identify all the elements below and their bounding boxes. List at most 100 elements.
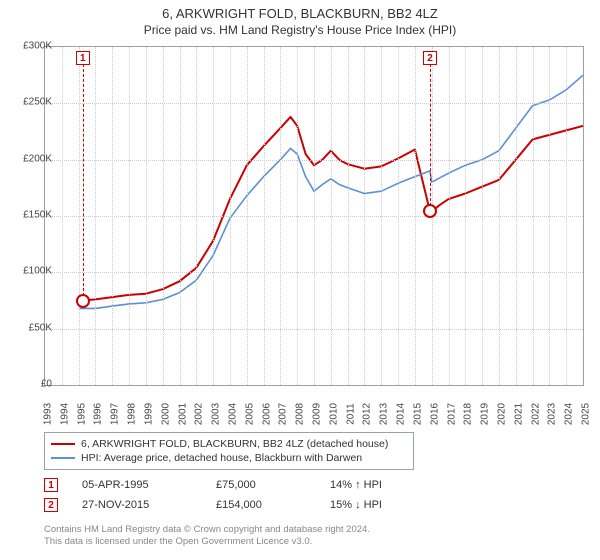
x-axis-label: 2016 [429, 403, 440, 425]
chart-container: 6, ARKWRIGHT FOLD, BLACKBURN, BB2 4LZ Pr… [0, 0, 600, 560]
x-axis-label: 2015 [412, 403, 423, 425]
x-axis-label: 2001 [177, 403, 188, 425]
gridline-v [247, 47, 248, 385]
gridline-v [482, 47, 483, 385]
legend-label: 6, ARKWRIGHT FOLD, BLACKBURN, BB2 4LZ (d… [81, 438, 388, 450]
footer-attribution: Contains HM Land Registry data © Crown c… [44, 524, 370, 549]
gridline-v [331, 47, 332, 385]
gridline-v [79, 47, 80, 385]
gridline-v [146, 47, 147, 385]
gridline-v [364, 47, 365, 385]
x-axis-label: 1993 [43, 403, 54, 425]
x-axis-label: 2013 [379, 403, 390, 425]
txn-marker: 2 [44, 498, 58, 512]
transaction-row: 1 05-APR-1995 £75,000 14% ↑ HPI [44, 478, 382, 492]
x-axis-label: 2011 [345, 403, 356, 425]
x-axis-label: 2022 [530, 403, 541, 425]
chart-plot-area: 12 [44, 46, 584, 386]
x-axis-label: 2008 [295, 403, 306, 425]
marker-dot [423, 204, 437, 218]
txn-date: 05-APR-1995 [82, 479, 192, 491]
footer-line2: This data is licensed under the Open Gov… [44, 536, 370, 548]
gridline-v [516, 47, 517, 385]
gridline-v [95, 47, 96, 385]
gridline-v [348, 47, 349, 385]
y-axis-label: £150K [12, 210, 52, 221]
gridline-v [449, 47, 450, 385]
x-axis-label: 2002 [194, 403, 205, 425]
gridline-v [381, 47, 382, 385]
x-axis-label: 2017 [446, 403, 457, 425]
gridline-v [62, 47, 63, 385]
gridline-v [297, 47, 298, 385]
x-axis-label: 2007 [278, 403, 289, 425]
gridline-v [264, 47, 265, 385]
chart-title: 6, ARKWRIGHT FOLD, BLACKBURN, BB2 4LZ [0, 6, 600, 21]
x-axis-label: 2012 [362, 403, 373, 425]
legend-box: 6, ARKWRIGHT FOLD, BLACKBURN, BB2 4LZ (d… [44, 432, 414, 470]
y-axis-label: £100K [12, 266, 52, 277]
txn-price: £75,000 [216, 479, 306, 491]
x-axis-label: 2024 [564, 403, 575, 425]
legend-swatch [51, 457, 75, 459]
transaction-row: 2 27-NOV-2015 £154,000 15% ↓ HPI [44, 498, 382, 512]
x-axis-label: 1999 [143, 403, 154, 425]
footer-line1: Contains HM Land Registry data © Crown c… [44, 524, 370, 536]
x-axis-label: 2000 [160, 403, 171, 425]
y-axis-label: £0 [12, 379, 52, 390]
txn-delta: 14% ↑ HPI [330, 479, 382, 491]
gridline-v [129, 47, 130, 385]
gridline-v [196, 47, 197, 385]
x-axis-label: 1998 [127, 403, 138, 425]
gridline-v [213, 47, 214, 385]
x-axis-label: 2004 [227, 403, 238, 425]
marker-label: 2 [423, 51, 437, 65]
gridline-v [163, 47, 164, 385]
txn-date: 27-NOV-2015 [82, 499, 192, 511]
marker-line [430, 59, 431, 211]
x-axis-label: 1995 [76, 403, 87, 425]
gridline-v [180, 47, 181, 385]
x-axis-label: 2003 [211, 403, 222, 425]
marker-line [83, 59, 84, 301]
txn-delta: 15% ↓ HPI [330, 499, 382, 511]
x-axis-label: 2025 [581, 403, 592, 425]
gridline-v [465, 47, 466, 385]
gridline-v [280, 47, 281, 385]
x-axis-label: 1997 [110, 403, 121, 425]
y-axis-label: £200K [12, 153, 52, 164]
legend-swatch [51, 443, 75, 445]
x-axis-label: 1996 [93, 403, 104, 425]
x-axis-label: 2005 [244, 403, 255, 425]
marker-label: 1 [76, 51, 90, 65]
x-axis-label: 2006 [261, 403, 272, 425]
x-axis-label: 2018 [463, 403, 474, 425]
x-axis-label: 2010 [328, 403, 339, 425]
chart-subtitle: Price paid vs. HM Land Registry's House … [0, 23, 600, 37]
y-axis-label: £250K [12, 97, 52, 108]
transaction-table: 1 05-APR-1995 £75,000 14% ↑ HPI 2 27-NOV-2015… [44, 478, 382, 518]
gridline-v [314, 47, 315, 385]
legend-row: HPI: Average price, detached house, Blac… [51, 451, 407, 465]
legend-row: 6, ARKWRIGHT FOLD, BLACKBURN, BB2 4LZ (d… [51, 437, 407, 451]
x-axis-label: 2020 [496, 403, 507, 425]
x-axis-label: 2019 [480, 403, 491, 425]
txn-price: £154,000 [216, 499, 306, 511]
x-axis-label: 2021 [513, 403, 524, 425]
legend-label: HPI: Average price, detached house, Blac… [81, 452, 362, 464]
x-axis-label: 1994 [59, 403, 70, 425]
y-axis-label: £300K [12, 41, 52, 52]
gridline-v [533, 47, 534, 385]
x-axis-label: 2014 [396, 403, 407, 425]
gridline-v [499, 47, 500, 385]
x-axis-label: 2009 [312, 403, 323, 425]
txn-marker: 1 [44, 478, 58, 492]
y-axis-label: £50K [12, 322, 52, 333]
gridline-v [398, 47, 399, 385]
gridline-v [566, 47, 567, 385]
gridline-v [230, 47, 231, 385]
gridline-v [415, 47, 416, 385]
gridline-v [549, 47, 550, 385]
marker-dot [76, 294, 90, 308]
gridline-v [112, 47, 113, 385]
